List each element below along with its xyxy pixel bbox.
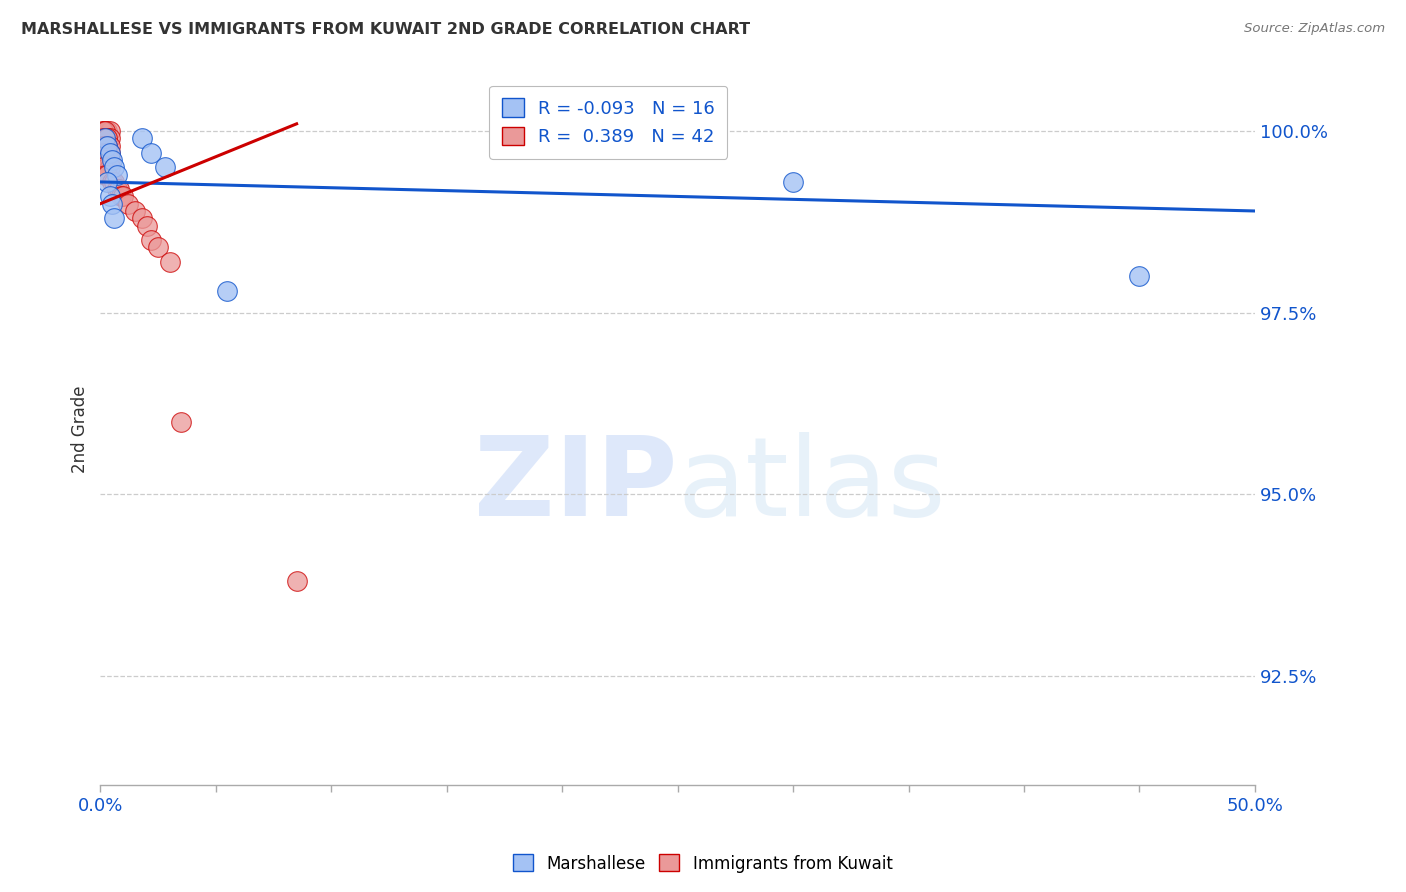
Point [108,182,131,196]
Point [91,153,114,168]
Point [94,153,117,168]
Point [1128,269,1150,284]
Text: atlas: atlas [678,433,946,540]
Point [159,255,181,269]
Point [105,182,128,196]
Point [94,124,117,138]
Point [217,284,239,298]
Point [96,175,118,189]
Point [117,196,139,211]
Point [170,415,193,429]
Point [135,219,157,233]
Point [94,131,117,145]
Point [101,175,124,189]
Point [98,161,121,175]
Point [124,204,146,219]
Point [98,145,121,160]
Point [101,153,124,168]
Text: MARSHALLESE VS IMMIGRANTS FROM KUWAIT 2ND GRADE CORRELATION CHART: MARSHALLESE VS IMMIGRANTS FROM KUWAIT 2N… [21,22,751,37]
Point [96,131,118,145]
Y-axis label: 2nd Grade: 2nd Grade [72,385,89,473]
Point [105,168,128,182]
Point [94,168,117,182]
Point [141,233,163,247]
Point [96,168,118,182]
Point [96,138,118,153]
Point [94,131,117,145]
Point [96,145,118,160]
Point [91,124,114,138]
Point [98,145,121,160]
Point [103,175,125,189]
Point [782,175,804,189]
Point [91,138,114,153]
Point [96,131,118,145]
Point [91,131,114,145]
Point [146,240,169,254]
Point [96,161,118,175]
Point [112,189,135,203]
Point [153,161,176,175]
Point [91,161,114,175]
Point [94,124,117,138]
Point [98,124,121,138]
Point [110,189,132,203]
Legend: Marshallese, Immigrants from Kuwait: Marshallese, Immigrants from Kuwait [506,847,900,880]
Point [94,138,117,153]
Point [103,161,125,175]
Point [98,138,121,153]
Point [98,189,121,203]
Point [96,124,118,138]
Point [98,153,121,168]
Point [98,131,121,145]
Point [141,145,163,160]
Point [131,131,153,145]
Point [96,138,118,153]
Point [101,196,124,211]
Point [285,574,308,589]
Text: ZIP: ZIP [474,433,678,540]
Point [94,145,117,160]
Point [91,124,114,138]
Text: Source: ZipAtlas.com: Source: ZipAtlas.com [1244,22,1385,36]
Point [103,211,125,226]
Point [131,211,153,226]
Legend: R = -0.093   N = 16, R =  0.389   N = 42: R = -0.093 N = 16, R = 0.389 N = 42 [489,86,727,159]
Point [91,145,114,160]
